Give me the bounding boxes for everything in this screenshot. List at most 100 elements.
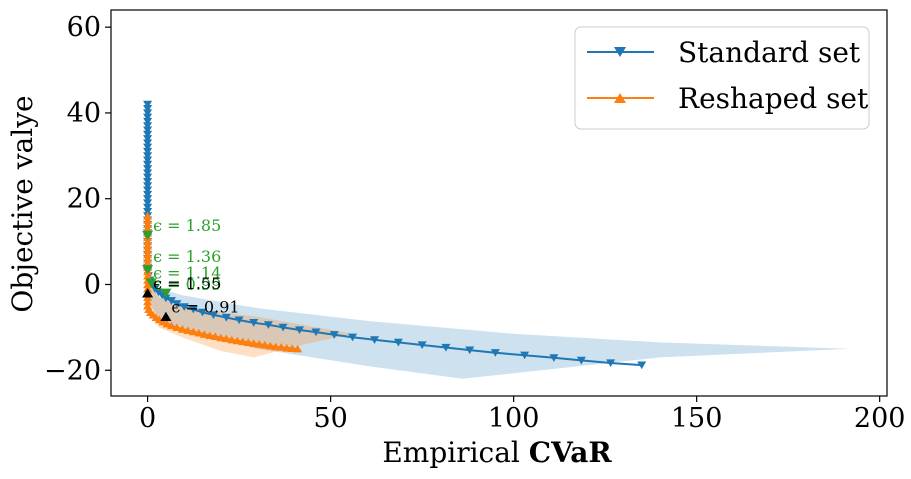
epsilon-annotation: ϵ = 1.14 xyxy=(153,264,221,283)
data-point-reshaped xyxy=(143,254,153,263)
data-point-standard xyxy=(143,177,153,186)
data-point-reshaped xyxy=(271,342,281,351)
data-point-standard xyxy=(143,169,153,178)
y-tick-label: −20 xyxy=(44,355,101,386)
y-axis-title: Objective valye xyxy=(6,95,39,312)
epsilon-annotation: ϵ = 1.36 xyxy=(153,247,221,266)
y-tick-label: 40 xyxy=(67,98,101,129)
data-point-standard xyxy=(370,336,380,344)
legend-label-standard: Standard set xyxy=(678,36,861,69)
data-point-standard xyxy=(143,186,153,195)
legend-label-reshaped: Reshaped set xyxy=(678,82,869,115)
data-point-reshaped xyxy=(276,343,286,351)
data-point-reshaped xyxy=(216,333,226,342)
epsilon-annotation: ϵ = 1.55 xyxy=(153,274,221,293)
data-point-reshaped xyxy=(143,220,153,229)
data-point-reshaped xyxy=(210,332,220,340)
epsilon-marker xyxy=(142,230,154,241)
legend: Standard set Reshaped set xyxy=(574,26,870,130)
epsilon-markers xyxy=(142,230,172,322)
data-point-reshaped xyxy=(199,330,209,338)
legend-marker-standard xyxy=(614,47,626,57)
data-point-reshaped xyxy=(143,216,153,224)
data-point-standard xyxy=(143,122,153,130)
data-point-standard xyxy=(143,105,153,113)
data-point-standard xyxy=(576,356,586,365)
data-point-reshaped xyxy=(143,237,153,246)
data-point-standard xyxy=(295,326,305,335)
data-point-standard xyxy=(143,207,153,216)
data-point-standard xyxy=(143,190,153,199)
data-point-standard xyxy=(417,341,427,350)
data-point-standard xyxy=(143,126,153,135)
data-point-standard xyxy=(520,351,530,360)
data-point-standard xyxy=(221,313,231,322)
data-point-standard xyxy=(234,316,244,325)
data-point-reshaped xyxy=(143,241,153,250)
data-point-standard xyxy=(143,143,153,152)
data-point-standard xyxy=(143,130,153,139)
data-point-reshaped xyxy=(143,271,153,280)
data-point-standard xyxy=(143,139,153,148)
data-point-reshaped xyxy=(177,325,187,333)
data-point-reshaped xyxy=(287,344,297,352)
data-point-standard xyxy=(143,135,153,143)
data-point-standard xyxy=(143,147,153,156)
data-point-standard xyxy=(263,321,273,329)
data-point-reshaped xyxy=(238,337,248,346)
data-point-standard xyxy=(143,199,153,208)
data-point-standard xyxy=(143,117,153,126)
data-point-reshaped xyxy=(188,327,198,336)
epsilon-marker xyxy=(145,278,157,288)
data-point-standard xyxy=(143,173,153,182)
data-point-standard xyxy=(172,300,182,308)
plot-frame xyxy=(110,9,888,397)
data-point-standard xyxy=(143,195,153,203)
data-point-standard xyxy=(143,160,153,169)
data-point-standard xyxy=(348,333,358,342)
data-point-reshaped xyxy=(254,340,264,348)
y-tick-label: 20 xyxy=(67,184,101,215)
data-point-standard xyxy=(637,361,647,370)
series-lines xyxy=(143,100,647,370)
data-point-reshaped xyxy=(183,326,193,334)
y-axis: −20 0 20 40 60 xyxy=(44,12,111,386)
x-tick-label: 50 xyxy=(313,403,347,434)
data-point-standard xyxy=(143,113,153,122)
data-point-standard xyxy=(393,338,403,347)
data-point-standard xyxy=(441,343,451,352)
y-tick-label: 60 xyxy=(67,12,101,43)
data-point-reshaped xyxy=(293,344,303,353)
data-point-reshaped xyxy=(232,336,242,345)
data-point-standard xyxy=(549,354,559,362)
epsilon-marker xyxy=(142,288,154,298)
data-point-reshaped xyxy=(265,341,275,350)
data-point-standard xyxy=(179,303,189,311)
data-point-standard xyxy=(329,331,339,339)
epsilon-annotation: ϵ = 0.91 xyxy=(171,297,239,316)
data-point-reshaped xyxy=(227,335,237,344)
data-point-standard xyxy=(143,203,153,212)
band-reshaped xyxy=(147,211,353,358)
data-point-reshaped xyxy=(282,343,292,352)
x-tick-label: 0 xyxy=(139,403,156,434)
legend-marker-reshaped xyxy=(614,93,626,103)
data-point-reshaped xyxy=(194,328,204,337)
data-point-standard xyxy=(278,323,288,332)
data-point-standard xyxy=(249,319,259,327)
x-axis-title-prefix: Empirical xyxy=(382,436,520,469)
data-point-reshaped xyxy=(143,250,153,259)
data-point-standard xyxy=(143,182,153,190)
epsilon-marker xyxy=(142,265,154,275)
data-point-standard xyxy=(188,305,198,314)
data-point-reshaped xyxy=(143,211,153,220)
data-point-reshaped xyxy=(260,340,270,349)
y-tick-label: 0 xyxy=(84,269,101,300)
data-point-reshaped xyxy=(205,331,215,340)
data-point-reshaped xyxy=(143,280,153,289)
data-point-standard xyxy=(143,152,153,160)
data-point-standard xyxy=(143,100,153,109)
data-point-reshaped xyxy=(143,246,153,254)
epsilon-annotations: ϵ = 1.85 ϵ = 1.36ϵ = 1.14ϵ = 0.99ϵ = 1.55… xyxy=(153,216,239,317)
